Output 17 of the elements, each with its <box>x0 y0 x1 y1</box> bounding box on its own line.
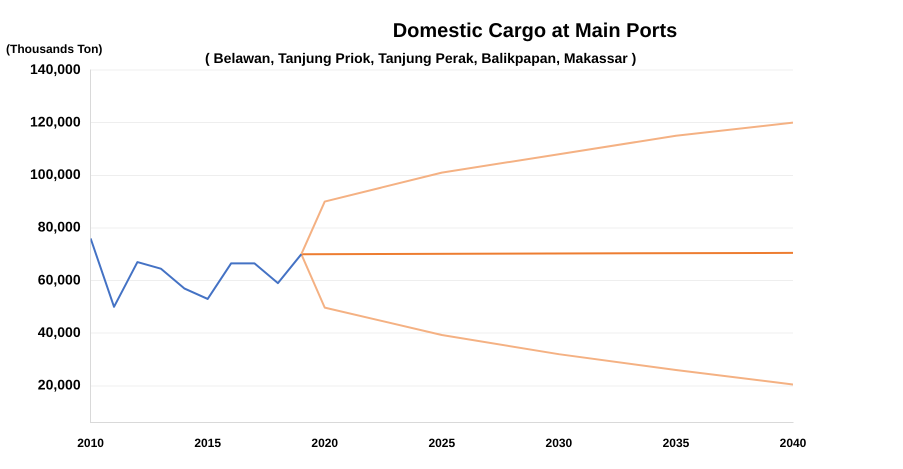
x-tick-label: 2015 <box>194 436 222 450</box>
x-tick-label: 2030 <box>546 436 573 450</box>
y-tick-label: 60,000 <box>38 271 81 288</box>
x-tick-label: 2035 <box>662 436 690 450</box>
y-tick-label: 80,000 <box>38 218 81 235</box>
x-tick-label: 2020 <box>311 436 338 450</box>
x-tick-label: 2025 <box>428 436 456 450</box>
chart-subtitle: ( Belawan, Tanjung Priok, Tanjung Perak, Balikpapan, Makassar ) <box>205 50 636 66</box>
y-axis-title: (Thousands Ton) <box>6 42 102 56</box>
chart-title: Domestic Cargo at Main Ports <box>392 20 678 43</box>
y-tick-label: 140,000 <box>30 60 81 77</box>
y-tick-label: 120,000 <box>30 113 81 130</box>
y-tick-label: 40,000 <box>38 324 81 340</box>
y-tick-label: 20,000 <box>38 376 81 393</box>
x-tick-label: 2040 <box>780 436 807 450</box>
y-tick-label: 100,000 <box>30 166 81 182</box>
x-tick-label: 2010 <box>77 436 104 450</box>
